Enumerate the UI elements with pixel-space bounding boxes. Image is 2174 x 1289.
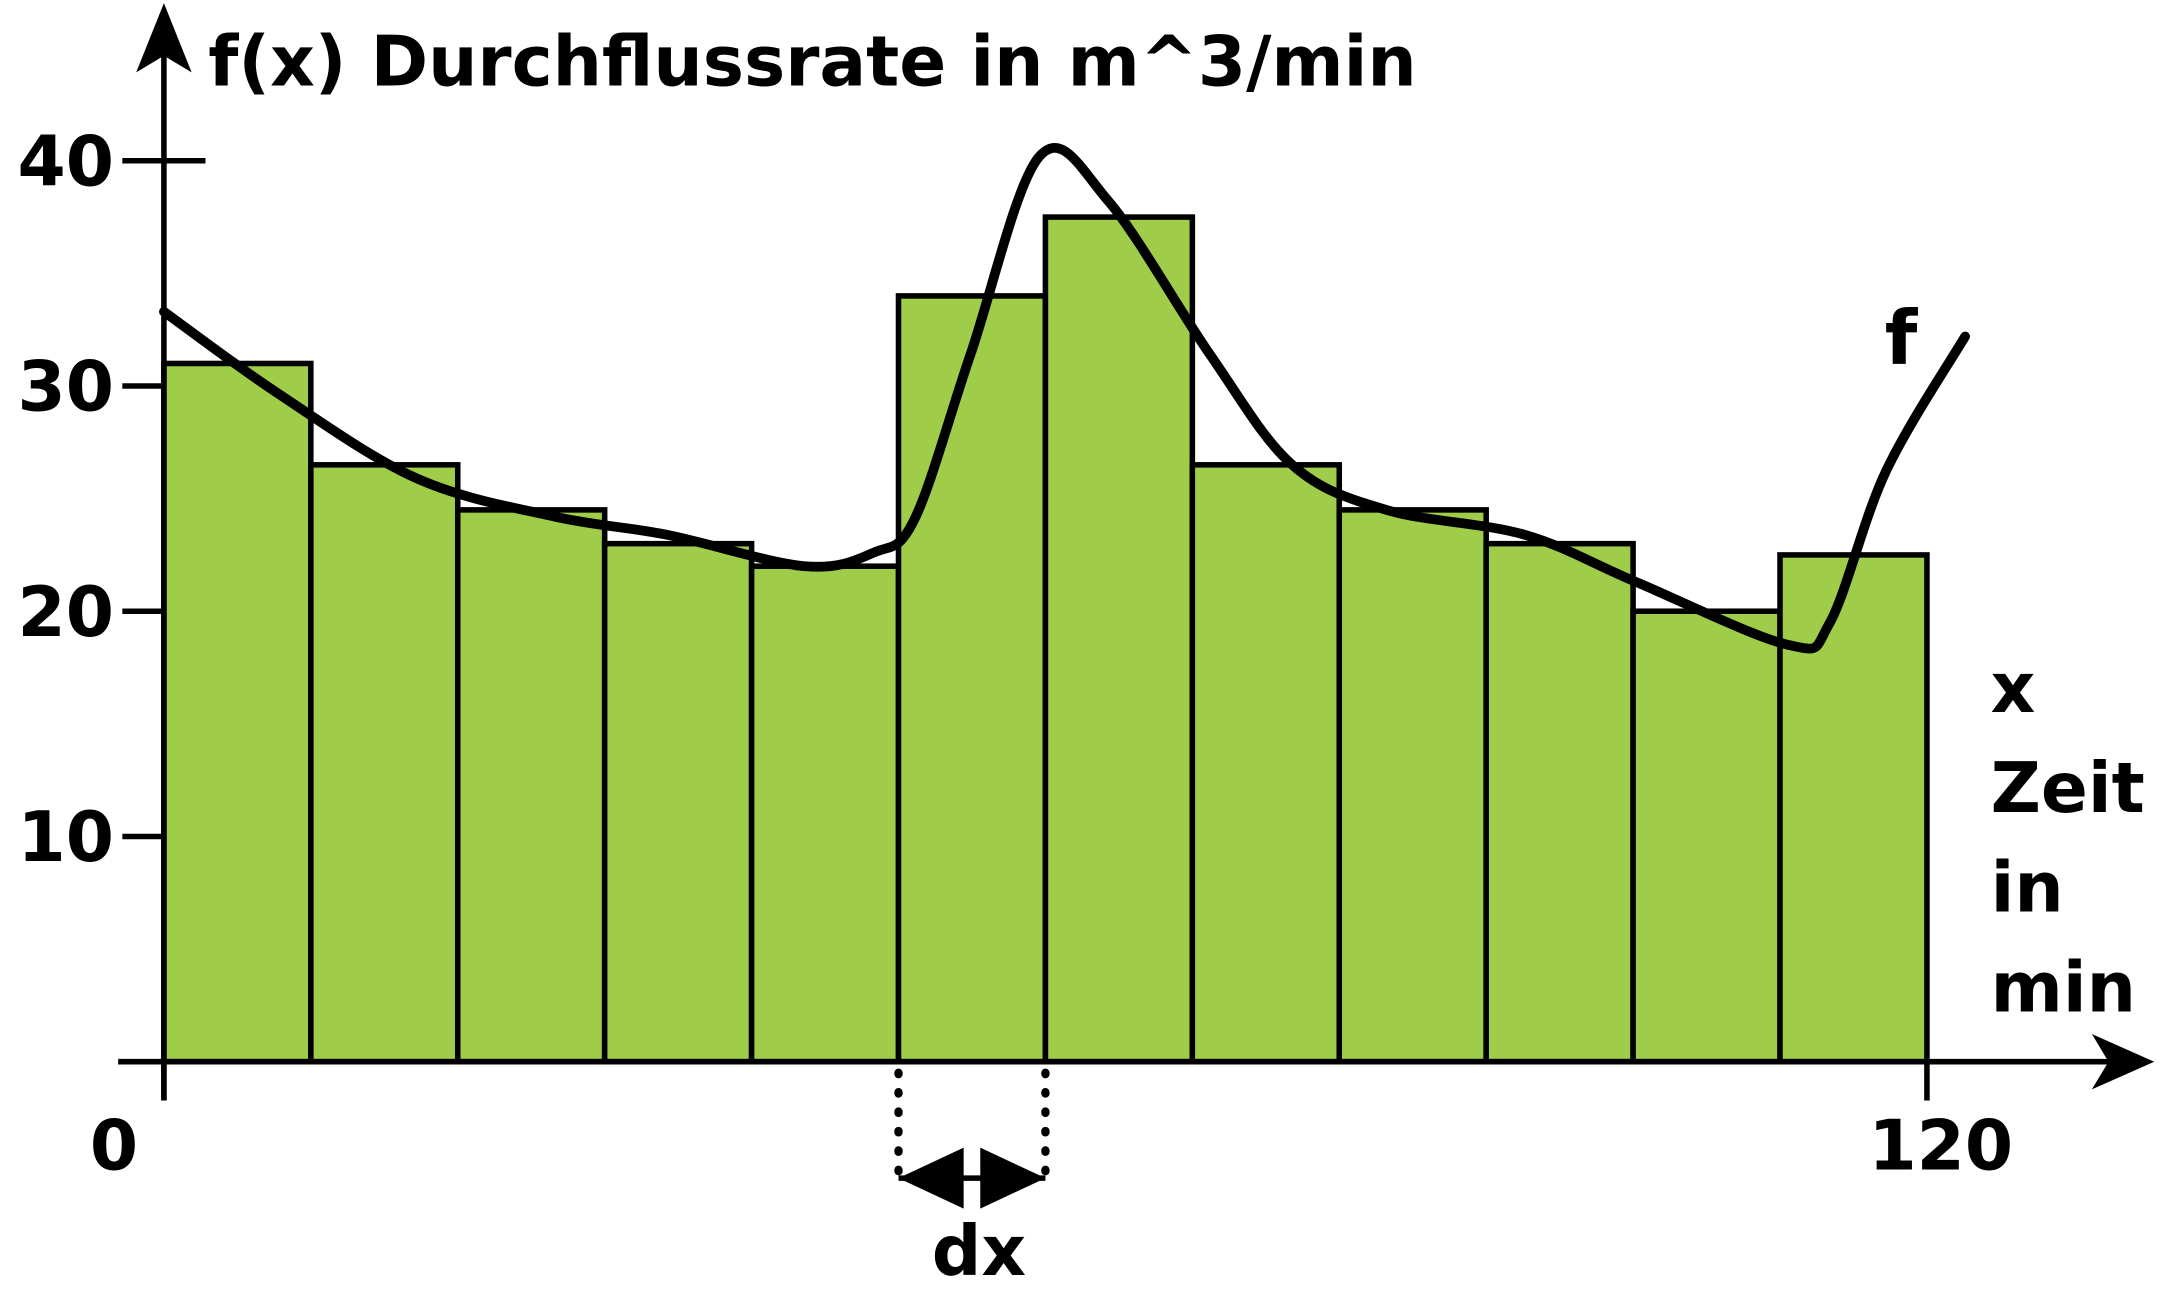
bar bbox=[895, 293, 1049, 1065]
x-axis-label: min bbox=[1991, 948, 2136, 1028]
curve-label: f bbox=[1885, 295, 1919, 382]
bar bbox=[1336, 507, 1489, 1065]
bar bbox=[161, 360, 314, 1065]
curve-f bbox=[159, 143, 1970, 654]
x-axis-label: in bbox=[1991, 849, 2064, 929]
y-tick-label: 40 bbox=[18, 122, 114, 202]
y-tick-label: 20 bbox=[18, 573, 114, 653]
x-axis-label: Zeit bbox=[1991, 749, 2145, 829]
bar bbox=[1630, 608, 1783, 1065]
bar bbox=[601, 540, 755, 1065]
y-tick-label: 10 bbox=[18, 798, 114, 878]
x-tick-label: 120 bbox=[1868, 1106, 2013, 1186]
x-axis-arrow bbox=[2091, 1033, 2155, 1090]
bar bbox=[1777, 552, 1930, 1065]
bar bbox=[1189, 462, 1343, 1065]
y-axis-arrow bbox=[136, 3, 192, 73]
bar bbox=[308, 462, 461, 1065]
x-axis-label: x bbox=[1991, 649, 2036, 729]
bar bbox=[454, 507, 608, 1065]
y-tick-label: 30 bbox=[18, 348, 114, 428]
bar bbox=[1483, 540, 1636, 1065]
bar bbox=[1042, 214, 1196, 1065]
chart-title: f(x) Durchflussrate in m^3/min bbox=[208, 23, 1416, 103]
bar bbox=[748, 563, 902, 1065]
dx-label: dx bbox=[932, 1212, 1026, 1289]
x-tick-label: 0 bbox=[90, 1106, 138, 1186]
dx-arrow bbox=[898, 1147, 1046, 1209]
